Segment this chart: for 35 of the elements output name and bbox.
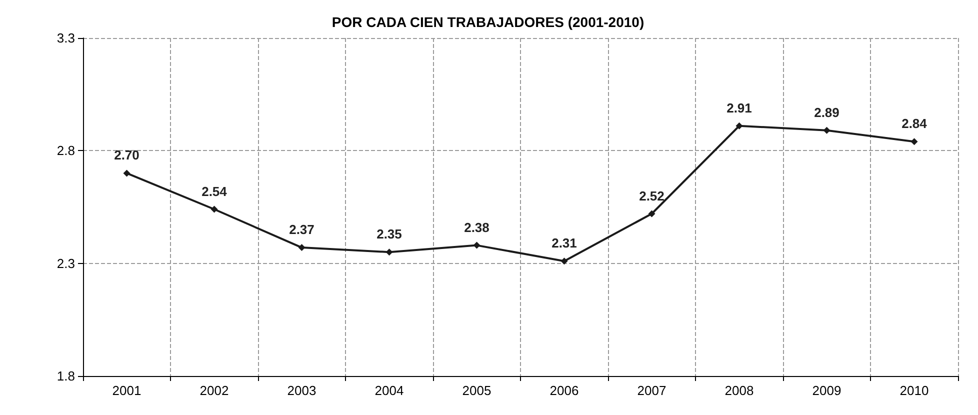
data-label: 2.84 [902, 116, 928, 132]
y-tick-label: 1.8 [56, 368, 75, 384]
data-label: 2.35 [376, 226, 402, 242]
x-tick-label: 2006 [550, 383, 579, 398]
x-tick-label: 2007 [637, 383, 666, 398]
x-tick-label: 2003 [287, 383, 316, 398]
data-label: 2.54 [202, 184, 228, 199]
point [560, 258, 568, 265]
data-label: 2.38 [464, 220, 490, 235]
chart-title: POR CADA CIEN TRABAJADORES (2001-2010) [332, 14, 644, 30]
y-tick-label: 2.3 [56, 256, 75, 271]
x-tick-label: 2004 [374, 383, 404, 398]
data-label: 2.52 [639, 188, 664, 204]
point [648, 210, 656, 218]
x-tick-label: 2010 [900, 383, 929, 398]
x-tick-label: 2008 [724, 383, 754, 398]
point [473, 242, 480, 249]
point [123, 170, 130, 177]
data-label: 2.37 [289, 222, 314, 238]
y-tick-label: 3.3 [56, 30, 75, 46]
point [386, 248, 393, 256]
data-label: 2.89 [814, 104, 840, 120]
x-tick-label: 2002 [200, 383, 229, 398]
point [736, 122, 743, 130]
point [910, 138, 918, 146]
point [823, 126, 830, 134]
point [210, 206, 218, 213]
point [298, 244, 306, 252]
x-tick-label: 2009 [812, 383, 842, 398]
y-tick-label: 2.8 [56, 143, 75, 158]
data-label: 2.70 [114, 148, 140, 163]
data-label: 2.31 [552, 236, 577, 251]
x-tick-label: 2005 [462, 383, 492, 398]
x-tick-label: 2001 [112, 383, 142, 398]
data-label: 2.91 [726, 100, 752, 116]
